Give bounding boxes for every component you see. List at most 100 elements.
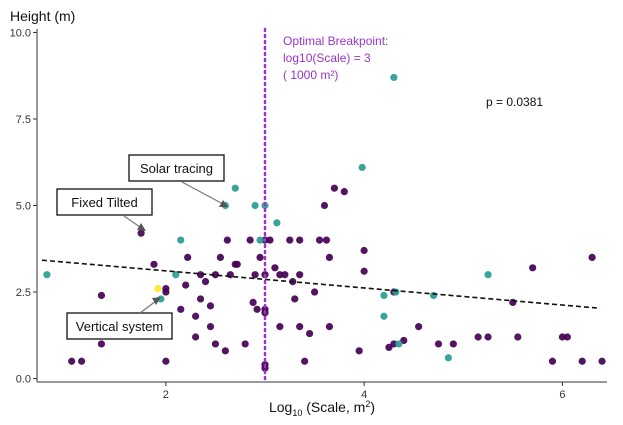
callout-label: Vertical system bbox=[76, 319, 163, 334]
x-axis-title-subscript: 10 bbox=[292, 408, 302, 418]
data-point-purple bbox=[182, 281, 190, 289]
data-point-purple bbox=[184, 253, 192, 262]
callout-arrowhead bbox=[137, 223, 146, 231]
data-point-purple bbox=[330, 184, 338, 192]
data-point-teal bbox=[390, 73, 398, 82]
data-point-purple bbox=[563, 333, 571, 341]
data-point-purple bbox=[251, 271, 259, 279]
data-point-purple bbox=[97, 291, 106, 300]
data-point-purple bbox=[296, 323, 304, 331]
data-point-purple bbox=[320, 201, 329, 210]
x-tick-label: 2 bbox=[163, 389, 169, 401]
data-point-teal bbox=[380, 291, 388, 300]
x-axis-title: Log10 (Scale, m2) bbox=[269, 399, 375, 418]
data-point-teal bbox=[256, 236, 264, 244]
x-axis-title-close: ) bbox=[370, 399, 375, 415]
data-point-teal bbox=[157, 295, 165, 303]
callout-arrow bbox=[123, 215, 141, 228]
data-point-yellow bbox=[154, 284, 162, 293]
data-point-purple bbox=[206, 323, 215, 331]
data-point-purple bbox=[223, 236, 231, 244]
data-point-purple bbox=[196, 295, 205, 303]
callout-vertical-system: Vertical system bbox=[66, 297, 173, 340]
data-point-purple bbox=[355, 347, 363, 355]
callout-fixed-tilted: Fixed Tilted bbox=[56, 188, 153, 231]
p-value-label: p = 0.0381 bbox=[486, 95, 543, 109]
data-point-purple bbox=[296, 271, 304, 279]
data-point-purple bbox=[192, 312, 200, 320]
data-point-purple bbox=[216, 253, 224, 262]
data-point-purple bbox=[226, 271, 234, 279]
data-point-purple bbox=[150, 260, 158, 268]
data-point-teal bbox=[172, 271, 180, 279]
data-point-purple bbox=[390, 340, 398, 348]
data-point-purple bbox=[578, 357, 586, 365]
data-point-purple bbox=[97, 340, 106, 348]
data-point-purple bbox=[276, 271, 284, 279]
data-point-purple bbox=[196, 271, 205, 279]
data-point-purple bbox=[206, 302, 215, 310]
data-point-purple bbox=[68, 357, 76, 365]
y-tick-label: 7.5 bbox=[16, 114, 31, 126]
x-tick-label: 4 bbox=[361, 389, 367, 401]
callout-box bbox=[56, 188, 153, 216]
data-point-purple bbox=[558, 333, 566, 341]
data-point-teal bbox=[43, 271, 51, 279]
data-point-teal bbox=[444, 354, 452, 362]
data-point-purple bbox=[192, 333, 200, 341]
data-point-purple bbox=[241, 340, 249, 348]
y-tick-label: 0.0 bbox=[16, 374, 31, 386]
callout-label: Fixed Tilted bbox=[71, 195, 137, 210]
callout-solar-tracing: Solar tracing bbox=[128, 154, 228, 207]
data-point-purple bbox=[177, 305, 185, 313]
data-point-purple bbox=[221, 347, 229, 355]
y-tick-label: 2.5 bbox=[16, 287, 31, 299]
data-point-purple bbox=[286, 236, 294, 244]
x-axis-title-scale: (Scale, m bbox=[302, 399, 365, 415]
data-point-purple bbox=[291, 295, 299, 303]
data-point-purple bbox=[78, 357, 86, 365]
data-point-purple bbox=[598, 357, 606, 365]
data-point-purple bbox=[325, 323, 334, 331]
data-point-purple bbox=[249, 298, 257, 307]
data-point-purple bbox=[296, 236, 304, 244]
data-point-purple bbox=[211, 271, 220, 279]
data-point-purple bbox=[415, 323, 423, 331]
callout-label: Solar tracing bbox=[140, 161, 213, 176]
data-point-purple bbox=[301, 357, 309, 365]
trend-line bbox=[41, 259, 601, 310]
callout-arrow bbox=[139, 300, 157, 314]
data-point-teal bbox=[380, 312, 388, 320]
data-point-teal bbox=[358, 163, 366, 172]
data-point-purple bbox=[434, 340, 443, 348]
data-point-purple bbox=[137, 229, 145, 237]
callout-arrowhead bbox=[219, 200, 228, 207]
data-point-purple bbox=[315, 236, 324, 244]
data-point-teal bbox=[395, 340, 403, 348]
data-point-purple bbox=[509, 298, 517, 307]
data-point-purple bbox=[162, 284, 170, 293]
callout-arrow bbox=[181, 181, 224, 205]
y-axis-ticks: 0.0 2.5 5.0 7.5 10.0 bbox=[10, 27, 37, 386]
x-axis-title-log: Log bbox=[269, 399, 292, 415]
data-point-teal bbox=[231, 184, 239, 192]
breakpoint-label-line-2: log10(Scale) = 3 bbox=[283, 51, 371, 65]
data-point-purple bbox=[162, 357, 170, 365]
data-point-purple bbox=[306, 329, 314, 338]
data-point-purple bbox=[233, 260, 241, 268]
data-point-purple bbox=[340, 188, 348, 196]
data-point-teal bbox=[392, 288, 400, 296]
data-point-purple bbox=[360, 246, 368, 255]
data-point-purple bbox=[484, 333, 492, 341]
breakpoint-label-line-3: ( 1000 m²) bbox=[283, 68, 338, 82]
data-point-purple bbox=[322, 236, 331, 244]
data-point-purple bbox=[474, 333, 482, 341]
breakpoint-label-line-1: Optimal Breakpoint: bbox=[283, 34, 388, 48]
data-point-purple bbox=[529, 264, 537, 272]
data-point-purple bbox=[271, 264, 279, 272]
y-tick-label: 10.0 bbox=[10, 27, 31, 39]
data-point-teal bbox=[273, 219, 281, 227]
data-point-purple bbox=[256, 253, 264, 262]
callout-arrowhead bbox=[152, 297, 161, 305]
